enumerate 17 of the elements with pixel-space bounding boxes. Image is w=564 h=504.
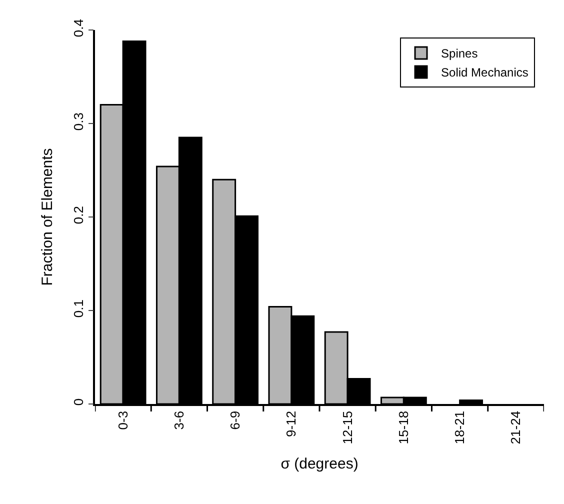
x-tick-label: 3-6: [171, 410, 186, 430]
x-tick-label: 21-24: [508, 410, 524, 444]
x-tick-label: 15-18: [396, 410, 411, 444]
x-tick-label: 6-9: [228, 410, 243, 430]
y-tick-label: 0.3: [71, 112, 86, 131]
y-tick-label: 0: [71, 398, 86, 406]
x-tick-label: 0-3: [115, 410, 130, 430]
x-axis-title: σ (degrees): [280, 456, 358, 473]
legend-label: Spines: [441, 46, 478, 61]
y-tick-label: 0.2: [71, 206, 86, 224]
x-tick-label: 18-21: [452, 410, 468, 444]
y-axis-title: Fraction of Elements: [38, 148, 56, 286]
y-tick-label: 0.4: [71, 19, 86, 38]
x-tick-label: 9-12: [284, 410, 299, 437]
legend-label: Solid Mechanics: [441, 66, 528, 80]
x-tick-label: 12-15: [340, 410, 355, 444]
y-tick-label: 0.1: [71, 300, 86, 318]
